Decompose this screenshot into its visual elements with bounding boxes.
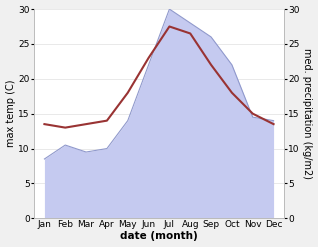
X-axis label: date (month): date (month) — [120, 231, 198, 242]
Y-axis label: max temp (C): max temp (C) — [5, 80, 16, 147]
Y-axis label: med. precipitation (kg/m2): med. precipitation (kg/m2) — [302, 48, 313, 179]
